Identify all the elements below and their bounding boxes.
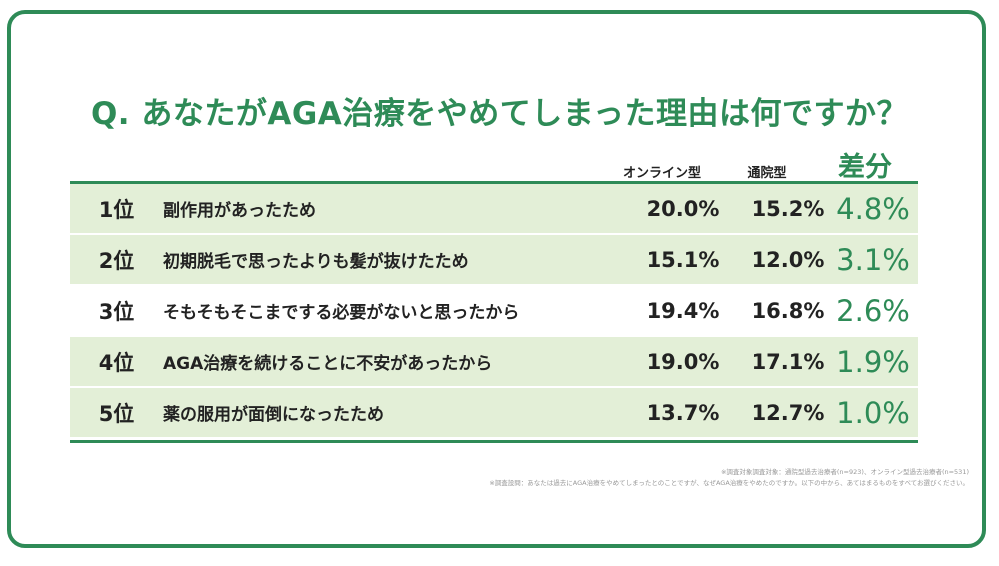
table-row: 1位 副作用があったため 20.0% 15.2% 4.8% xyxy=(70,184,918,235)
rank-label: 4位 xyxy=(98,350,135,375)
column-header-online: オンライン型 xyxy=(622,166,701,181)
diff-value: 1.9% xyxy=(836,344,910,379)
column-header-diff: 差分 xyxy=(838,152,892,183)
column-header-clinic: 通院型 xyxy=(747,166,787,181)
diff-value: 2.6% xyxy=(836,293,910,328)
reason-label: AGA治療を続けることに不安があったから xyxy=(163,354,493,374)
footnote-question: ※調査設問：あなたは過去にAGA治療をやめてしまったとのことですが、なぜAGA治… xyxy=(489,479,969,487)
clinic-value: 12.0% xyxy=(751,247,825,272)
table-bottom-rule xyxy=(70,440,918,443)
reason-label: 副作用があったため xyxy=(163,201,316,221)
clinic-value: 16.8% xyxy=(751,298,825,323)
diff-value: 1.0% xyxy=(836,395,910,430)
diff-value: 3.1% xyxy=(836,242,910,277)
reason-label: 薬の服用が面倒になったため xyxy=(163,405,384,425)
clinic-value: 12.7% xyxy=(751,400,825,425)
rank-label: 3位 xyxy=(98,299,135,324)
rank-label: 1位 xyxy=(98,197,135,222)
rank-label: 5位 xyxy=(98,401,135,426)
online-value: 15.1% xyxy=(646,247,720,272)
reason-label: そもそもそこまでする必要がないと思ったから xyxy=(163,303,520,323)
table-row: 5位 薬の服用が面倒になったため 13.7% 12.7% 1.0% xyxy=(70,388,918,439)
table-row: 3位 そもそもそこまでする必要がないと思ったから 19.4% 16.8% 2.6… xyxy=(70,286,918,337)
diff-value: 4.8% xyxy=(836,191,910,226)
online-value: 13.7% xyxy=(646,400,720,425)
footnote-sample: ※調査対象調査対象：通院型過去治療者(n=923)、オンライン型過去治療者(n=… xyxy=(720,468,969,476)
table-top-rule xyxy=(70,181,918,184)
question-title: Q. あなたがAGA治療をやめてしまった理由は何ですか？ xyxy=(90,96,909,132)
table-row: 2位 初期脱毛で思ったよりも髪が抜けたため 15.1% 12.0% 3.1% xyxy=(70,235,918,286)
online-value: 20.0% xyxy=(646,196,720,221)
rank-label: 2位 xyxy=(98,248,135,273)
reason-label: 初期脱毛で思ったよりも髪が抜けたため xyxy=(163,252,469,272)
table-row: 4位 AGA治療を続けることに不安があったから 19.0% 17.1% 1.9% xyxy=(70,337,918,388)
online-value: 19.0% xyxy=(646,349,720,374)
clinic-value: 17.1% xyxy=(751,349,825,374)
online-value: 19.4% xyxy=(646,298,720,323)
clinic-value: 15.2% xyxy=(751,196,825,221)
ranking-table: 1位 副作用があったため 20.0% 15.2% 4.8% 2位 初期脱毛で思っ… xyxy=(70,184,918,439)
